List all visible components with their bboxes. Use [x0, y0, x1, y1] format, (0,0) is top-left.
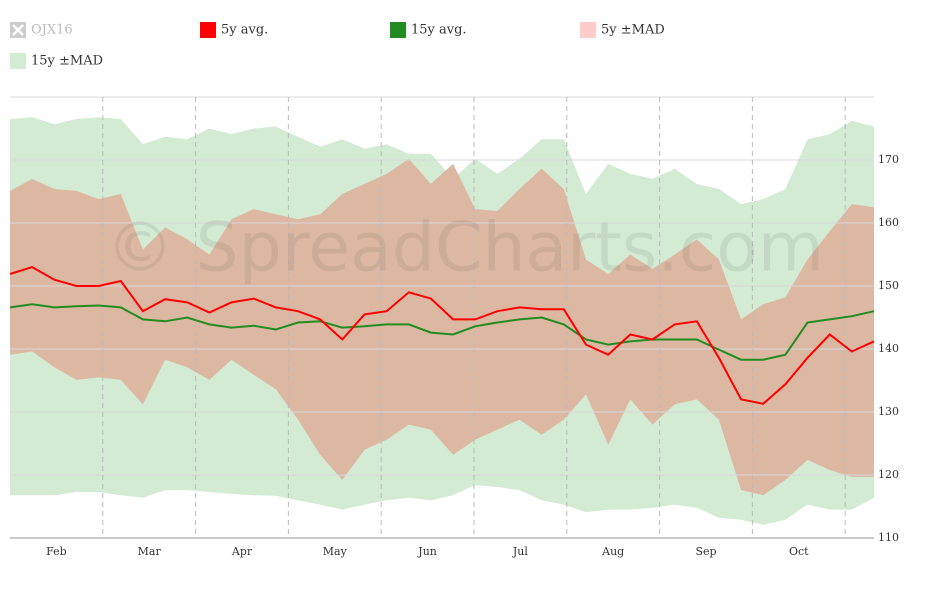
legend-label[interactable]: OJX16 [31, 23, 73, 38]
mad-band [10, 158, 874, 496]
y-tick-label: 150 [878, 279, 899, 292]
lines [9, 266, 875, 405]
avg-line [9, 303, 875, 361]
legend-swatch [390, 22, 406, 38]
x-tick-label: May [323, 545, 348, 558]
y-tick-label: 120 [878, 468, 899, 481]
legend: OJX16 5y avg. 15y avg. 5y ±MAD 15y ±MAD [10, 22, 665, 69]
y-tick-label: 160 [878, 216, 899, 229]
axes: 110 120 130 140 150 160 170 Feb Mar Apr May Jun Jul A… [10, 153, 899, 558]
legend-item[interactable]: 5y avg. [200, 22, 268, 38]
legend-item[interactable]: OJX16 [10, 22, 73, 38]
bands [10, 117, 874, 525]
legend-swatch [10, 53, 26, 69]
x-tick-label: Mar [138, 545, 162, 558]
legend-item[interactable]: 15y ±MAD [10, 53, 103, 69]
legend-disabled-icon [12, 24, 24, 36]
legend-item[interactable]: 15y avg. [390, 22, 467, 38]
x-tick-label: Oct [789, 545, 809, 558]
x-tick-label: Jun [417, 545, 437, 558]
legend-label[interactable]: 5y avg. [221, 23, 268, 38]
legend-label[interactable]: 15y ±MAD [31, 54, 103, 69]
y-tick-label: 170 [878, 153, 899, 166]
y-tick-label: 130 [878, 405, 899, 418]
avg-line [9, 266, 875, 405]
y-tick-label: 140 [878, 342, 899, 355]
legend-label[interactable]: 5y ±MAD [601, 23, 665, 38]
legend-swatch [580, 22, 596, 38]
x-tick-label: Feb [46, 545, 67, 558]
x-tick-label: Jul [512, 545, 528, 558]
grid [10, 96, 874, 539]
x-tick-label: Sep [695, 545, 716, 558]
y-tick-label: 110 [878, 531, 899, 544]
x-tick-label: Apr [231, 545, 253, 558]
legend-swatch [200, 22, 216, 38]
legend-item[interactable]: 5y ±MAD [580, 22, 665, 38]
x-tick-label: Aug [601, 545, 624, 558]
watermark: © SpreadCharts.com [106, 209, 824, 288]
legend-label[interactable]: 15y avg. [411, 23, 467, 38]
